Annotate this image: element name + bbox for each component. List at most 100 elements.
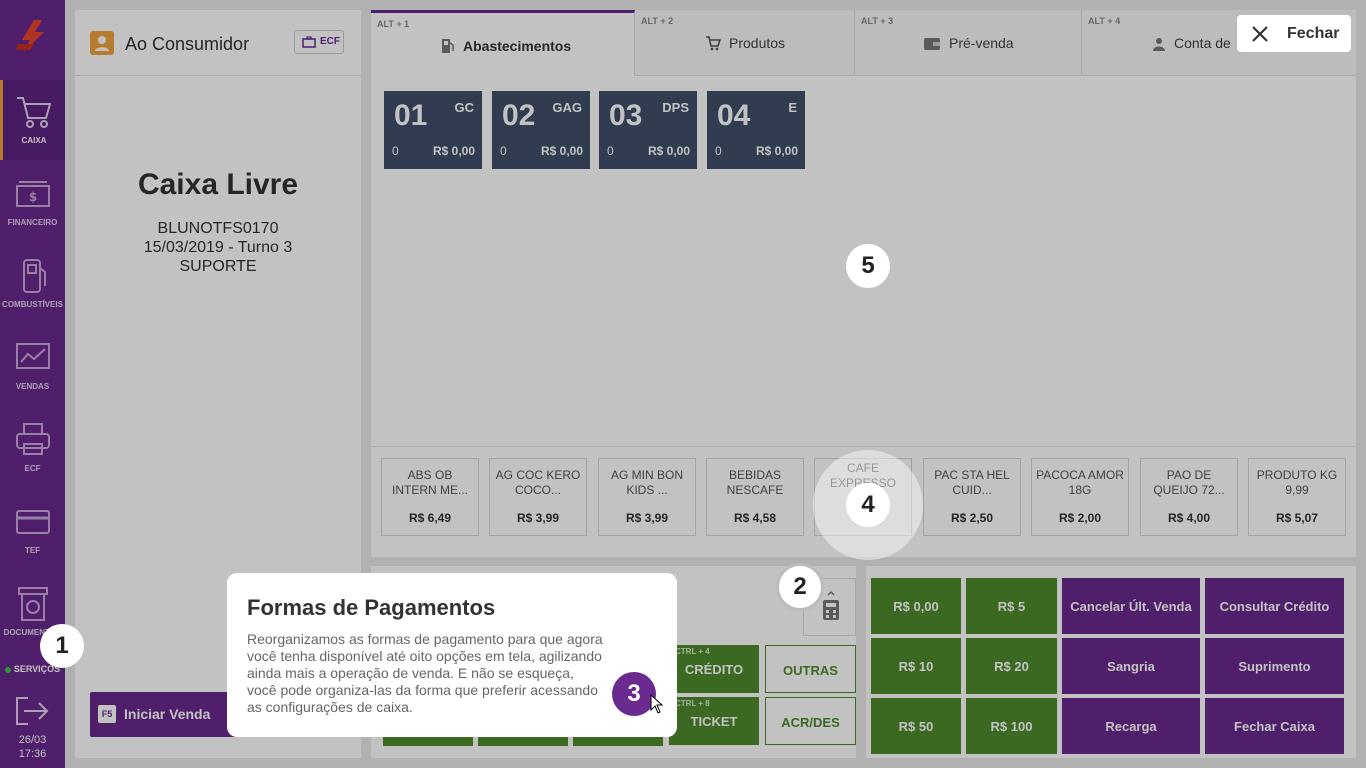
product-tile[interactable]: PACOCA AMOR 18G R$ 2,00 [1031,458,1129,536]
sidebar-item-label: CAIXA [21,136,47,145]
pump-qty: 0 [392,144,399,158]
payment-label: CRÉDITO [684,662,744,677]
sidebar-item-vendas[interactable]: VENDAS [0,326,65,406]
logout-icon[interactable] [14,696,50,726]
printer-icon [15,423,50,455]
product-name: PAC STA HEL CUID... [934,468,1010,497]
pump-card[interactable]: 04 E 0 R$ 0,00 [707,91,805,169]
payment-credito-button[interactable]: CTRL + 4 CRÉDITO [669,645,759,693]
tour-marker-3[interactable]: 3 [612,672,656,716]
tab-label-text: Conta de [1174,35,1231,51]
pump-card[interactable]: 03 DPS 0 R$ 0,00 [599,91,697,169]
product-tile[interactable]: AG MIN BON KIDS ... R$ 3,99 [598,458,696,536]
tab-label-text: Pré-venda [949,35,1014,51]
tab-produtos[interactable]: ALT + 2 Produtos [635,10,855,76]
tab-label: Produtos [705,35,785,51]
check-credit-button[interactable]: Consultar Crédito [1205,578,1344,634]
money-icon: $ [15,181,50,207]
product-tile[interactable]: BEBIDAS NESCAFE R$ 4,58 [706,458,804,536]
user-icon [90,31,114,55]
start-sale-label: Iniciar Venda [124,706,211,722]
tour-marker-1[interactable]: 1 [40,624,84,668]
payment-outras-button[interactable]: OUTRAS [765,645,856,693]
product-tile[interactable]: AG COC KERO COCO... R$ 3,99 [489,458,587,536]
chart-icon [15,343,50,369]
quick-value-button[interactable]: R$ 10 [871,638,961,694]
pump-number: 03 [609,99,643,132]
ecf-button[interactable]: ECF [294,30,344,54]
tab-abastecimentos[interactable]: ALT + 1 Abastecimentos [371,10,635,76]
cart-icon [17,97,52,128]
quick-products-bar: ABS OB INTERN ME... R$ 6,49 AG COC KERO C… [371,447,1356,557]
product-price: R$ 4,58 [733,511,777,525]
product-price: R$ 2,50 [950,511,994,525]
pump-qty: 0 [715,144,722,158]
pump-value: R$ 0,00 [432,144,475,158]
pump-card[interactable]: 01 GC 0 R$ 0,00 [384,91,482,169]
clock-date: 26/03 [18,734,47,746]
close-register-button[interactable]: Fechar Caixa [1205,698,1344,754]
sidebar-item-ecf[interactable]: ECF [0,408,65,488]
pump-qty: 0 [607,144,614,158]
tab-shortcut: ALT + 2 [641,16,674,26]
sidebar-item-combustiveis[interactable]: COMBUSTÍVEIS [0,244,65,324]
pump-value: R$ 0,00 [540,144,583,158]
tab-conta[interactable]: ALT + 4 Conta de [1082,10,1356,76]
quick-value-button[interactable]: R$ 20 [966,638,1057,694]
calculator-icon [823,591,839,620]
product-price: R$ 5,07 [1275,511,1319,525]
sangria-button[interactable]: Sangria [1062,638,1200,694]
customer-header[interactable]: Ao Consumidor ECF [75,10,361,76]
tour-marker-2[interactable]: 2 [776,563,824,611]
product-tile[interactable]: PAC STA HEL CUID... R$ 2,50 [923,458,1021,536]
fuel-icon [442,39,454,53]
payment-label: TICKET [690,714,738,729]
tour-marker-4[interactable]: 4 [846,483,890,527]
product-tile[interactable]: PAO DE QUEIJO 72... R$ 4,00 [1140,458,1238,536]
register-status-title: Caixa Livre [137,168,299,201]
services-status[interactable]: SERVIÇOS [0,664,65,674]
sidebar-item-documentos[interactable]: DOCUMENTOS [0,572,65,652]
tab-label: Pré-venda [923,35,1014,51]
sidebar-item-label: VENDAS [15,382,50,391]
status-dot [4,666,11,673]
tour-text: Reorganizamos as formas de pagamento par… [247,631,603,715]
svg-text:$: $ [28,190,36,204]
tour-marker-5[interactable]: 5 [846,244,890,288]
quick-value-button[interactable]: R$ 100 [966,698,1057,754]
product-tile[interactable]: ABS OB INTERN ME... R$ 6,49 [381,458,479,536]
tab-shortcut: ALT + 3 [861,16,894,26]
pump-card[interactable]: 02 GAG 0 R$ 0,00 [492,91,590,169]
close-label: Fechar [1287,25,1340,42]
sidebar-item-tef[interactable]: TEF [0,490,65,570]
sidebar-item-label: FINANCEIRO [7,218,58,227]
services-label: SERVIÇOS [13,664,61,674]
quick-value-button[interactable]: R$ 0,00 [871,578,961,634]
product-price: R$ 2,00 [1058,511,1102,525]
cancel-last-sale-button[interactable]: Cancelar Últ. Venda [1062,578,1200,634]
payment-acr-des-button[interactable]: ACR/DES [765,697,856,745]
pump-number: 04 [717,99,751,132]
recarga-button[interactable]: Recarga [1062,698,1200,754]
payment-ticket-button[interactable]: CTRL + 8 TICKET [669,697,759,745]
product-tile[interactable]: PRODUTO KG 9,99 R$ 5,07 [1248,458,1346,536]
tab-pre-venda[interactable]: ALT + 3 Pré-venda [855,10,1082,76]
product-price: R$ 4,00 [1167,511,1211,525]
sidebar: CAIXA $ FINANCEIRO COMBUSTÍVEIS VENDAS [0,0,65,768]
pump-fuel: E [788,100,797,115]
quick-actions-panel: R$ 0,00 R$ 5 Cancelar Últ. Venda Consult… [866,566,1356,758]
card-icon [15,510,50,534]
product-price: R$ 3,99 [516,511,560,525]
brand-logo[interactable] [14,18,50,54]
mouse-cursor-icon [650,694,664,714]
suprimento-button[interactable]: Suprimento [1205,638,1344,694]
quick-value-button[interactable]: R$ 50 [871,698,961,754]
sidebar-item-caixa[interactable]: CAIXA [0,80,65,160]
product-name: PRODUTO KG 9,99 [1256,468,1338,497]
product-price: R$ 6,49 [408,511,452,525]
close-tour-button[interactable]: Fechar [1237,15,1351,52]
payment-hotkey: CTRL + 8 [675,699,710,708]
quick-value-button[interactable]: R$ 5 [966,578,1057,634]
sidebar-item-financeiro[interactable]: $ FINANCEIRO [0,162,65,242]
